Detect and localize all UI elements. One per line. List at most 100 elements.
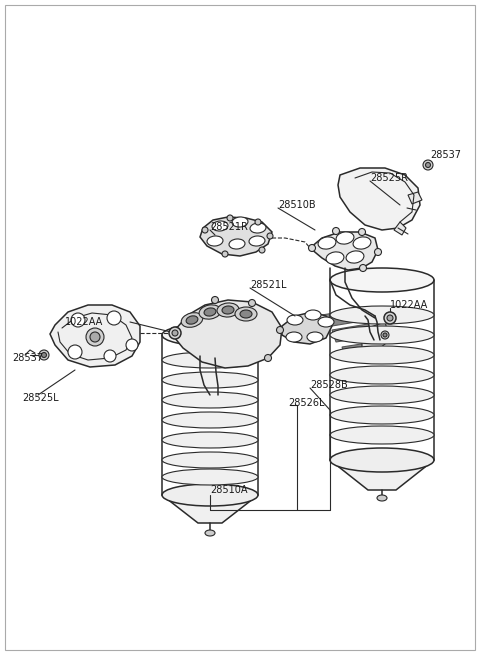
Text: 28510B: 28510B [278, 200, 316, 210]
Ellipse shape [249, 236, 265, 246]
Ellipse shape [330, 268, 434, 292]
Polygon shape [394, 222, 406, 235]
Circle shape [249, 299, 255, 307]
Ellipse shape [330, 366, 434, 384]
Ellipse shape [162, 484, 258, 506]
Ellipse shape [240, 310, 252, 318]
Text: 28525R: 28525R [370, 173, 408, 183]
Circle shape [264, 354, 272, 362]
Circle shape [374, 248, 382, 255]
Polygon shape [408, 192, 422, 204]
Circle shape [172, 330, 178, 336]
Circle shape [107, 311, 121, 325]
Ellipse shape [330, 346, 434, 364]
Ellipse shape [162, 469, 258, 485]
Circle shape [333, 227, 339, 234]
Text: 28528B: 28528B [310, 380, 348, 390]
Text: 28521R: 28521R [210, 222, 248, 232]
Circle shape [423, 160, 433, 170]
Polygon shape [50, 305, 140, 367]
Circle shape [41, 352, 47, 358]
Circle shape [71, 313, 85, 327]
Circle shape [172, 329, 180, 335]
Polygon shape [174, 300, 282, 368]
Circle shape [39, 350, 49, 360]
Circle shape [126, 339, 138, 351]
Text: 28510A: 28510A [210, 485, 248, 495]
Text: 1022AA: 1022AA [390, 300, 428, 310]
Polygon shape [200, 217, 272, 256]
Ellipse shape [318, 237, 336, 249]
Circle shape [309, 244, 315, 252]
Circle shape [104, 350, 116, 362]
Ellipse shape [346, 251, 364, 263]
Polygon shape [362, 322, 390, 352]
Text: 1022AA: 1022AA [65, 317, 103, 327]
Ellipse shape [330, 326, 434, 344]
Circle shape [387, 315, 393, 321]
Ellipse shape [162, 324, 258, 346]
Polygon shape [342, 342, 378, 357]
Circle shape [425, 162, 431, 168]
Circle shape [359, 229, 365, 236]
Circle shape [276, 326, 284, 333]
Ellipse shape [222, 306, 234, 314]
Ellipse shape [212, 221, 228, 231]
Ellipse shape [318, 317, 334, 327]
Ellipse shape [330, 426, 434, 444]
Polygon shape [162, 495, 258, 523]
Text: 28525L: 28525L [22, 393, 59, 403]
Circle shape [383, 333, 387, 337]
Circle shape [90, 332, 100, 342]
Circle shape [202, 227, 208, 233]
Ellipse shape [330, 386, 434, 404]
Circle shape [381, 331, 389, 339]
Ellipse shape [205, 530, 215, 536]
Ellipse shape [377, 495, 387, 501]
Circle shape [360, 265, 367, 272]
Ellipse shape [330, 448, 434, 472]
Circle shape [222, 251, 228, 257]
Polygon shape [310, 232, 378, 270]
Ellipse shape [235, 307, 257, 321]
Ellipse shape [229, 239, 245, 249]
Ellipse shape [330, 406, 434, 424]
Ellipse shape [204, 308, 216, 316]
Ellipse shape [199, 305, 221, 319]
Ellipse shape [186, 316, 198, 324]
Text: 28537: 28537 [12, 353, 43, 363]
Circle shape [169, 327, 181, 339]
Ellipse shape [305, 310, 321, 320]
Ellipse shape [307, 332, 323, 342]
Polygon shape [338, 168, 420, 230]
Circle shape [68, 345, 82, 359]
Ellipse shape [162, 392, 258, 408]
Polygon shape [332, 324, 372, 342]
Ellipse shape [287, 315, 303, 325]
Ellipse shape [162, 372, 258, 388]
Circle shape [259, 247, 265, 253]
Ellipse shape [162, 352, 258, 368]
Ellipse shape [336, 232, 354, 244]
Ellipse shape [330, 306, 434, 324]
Ellipse shape [217, 303, 239, 317]
Ellipse shape [232, 217, 248, 227]
Ellipse shape [162, 412, 258, 428]
Circle shape [212, 297, 218, 303]
Ellipse shape [286, 332, 302, 342]
Polygon shape [330, 460, 434, 490]
Text: 28537: 28537 [430, 150, 461, 160]
Circle shape [227, 215, 233, 221]
Text: 28521L: 28521L [250, 280, 287, 290]
Ellipse shape [162, 432, 258, 448]
Ellipse shape [181, 312, 203, 328]
Polygon shape [282, 312, 332, 344]
Ellipse shape [207, 236, 223, 246]
Circle shape [384, 312, 396, 324]
Ellipse shape [353, 237, 371, 249]
Circle shape [267, 233, 273, 239]
Text: 28526L: 28526L [288, 398, 324, 408]
Ellipse shape [250, 223, 266, 233]
Polygon shape [322, 309, 362, 327]
Circle shape [86, 328, 104, 346]
